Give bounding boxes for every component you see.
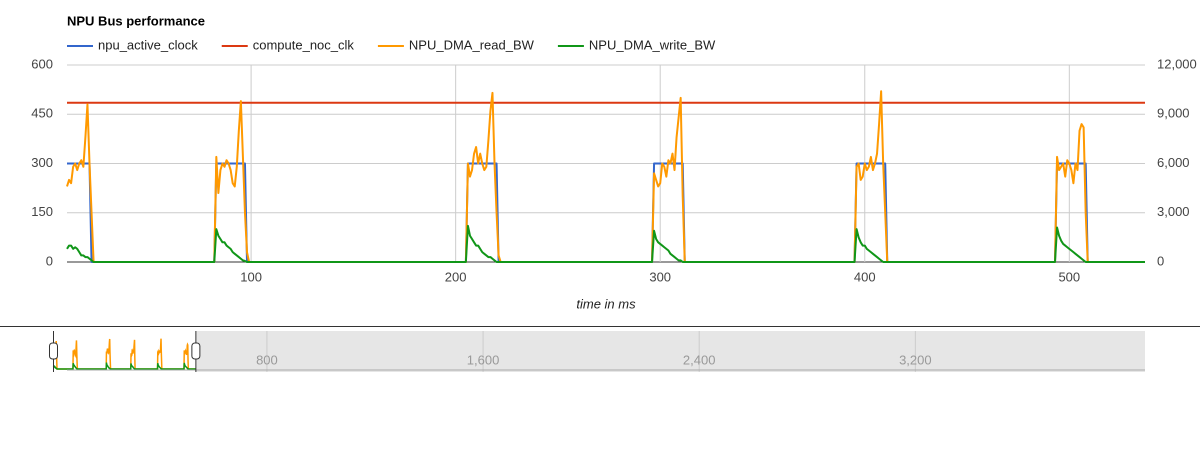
range-handle[interactable] [191,342,201,360]
range-tick-label: 2,400 [683,352,716,367]
legend-label: NPU_DMA_write_BW [589,37,716,52]
range-tick-label: 800 [256,352,278,367]
y-tick-label: 600 [31,56,53,71]
x-tick-label: 200 [445,269,467,284]
y2-tick-label: 0 [1157,253,1164,268]
x-tick-label: 500 [1058,269,1080,284]
chart-title: NPU Bus performance [67,13,205,28]
x-tick-label: 100 [240,269,262,284]
x-tick-label: 300 [649,269,671,284]
range-series-line [52,338,196,370]
range-tick-label: 1,600 [467,352,500,367]
series-line [66,224,1145,263]
series-line [66,90,1145,263]
y-tick-label: 300 [31,155,53,170]
legend-label: NPU_DMA_read_BW [409,37,535,52]
legend-label: npu_active_clock [98,37,198,52]
range-bg [67,331,1145,372]
y-tick-label: 150 [31,204,53,219]
y-tick-label: 450 [31,106,53,121]
range-handle[interactable] [48,342,58,360]
legend-label: compute_noc_clk [253,37,355,52]
x-tick-label: 400 [854,269,876,284]
y2-tick-label: 6,000 [1157,155,1190,170]
x-axis-title: time in ms [576,296,636,311]
y2-tick-label: 12,000 [1157,56,1197,71]
range-tick-label: 3,200 [899,352,932,367]
y2-tick-label: 9,000 [1157,106,1190,121]
range-series-line [52,362,196,370]
y2-tick-label: 3,000 [1157,204,1190,219]
y-tick-label: 0 [46,253,53,268]
